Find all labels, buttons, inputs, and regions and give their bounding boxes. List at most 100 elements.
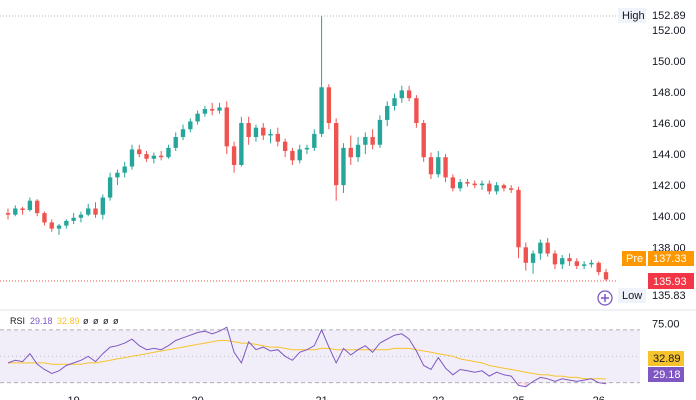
candle-body [567,258,572,262]
candle-body [603,272,609,280]
price-axis: 152.00 150.00 148.00 146.00 144.00 142.00 140.… [652,25,686,254]
candle-body [560,258,565,265]
time-tick-label: 22 [432,395,444,400]
candle-body [144,154,149,159]
last-price-value: 135.93 [653,276,687,288]
candle-body [530,253,536,263]
time-tick-label: 25 [512,395,524,400]
price-tick-label: 144.00 [652,149,686,161]
high-value: 152.89 [652,10,686,22]
rsi-ma-value: 32.89 [653,353,681,365]
candle-body [210,109,215,111]
candle-body [574,261,580,266]
time-tick-label: 20 [191,395,203,400]
candle-body [246,123,251,138]
candle-body [385,105,390,120]
candle-body [581,264,587,266]
candle-body [428,157,434,175]
candle-body [158,155,164,158]
candle-body [275,133,281,142]
price-tick-label: 148.00 [652,87,686,99]
candle-body [538,242,543,254]
time-tick-label: 21 [315,395,327,400]
candle-body [202,109,208,114]
candle-body [173,137,178,148]
rsi-value-label: 29.18 [648,367,684,382]
candle-body [370,137,375,145]
rsi-tick-label: 75.00 [652,318,680,330]
time-axis[interactable]: 19 20 21 22 25 26 [68,395,605,400]
rsi-legend[interactable]: RSI 29.18 32.89 ø ø ø ø [10,316,119,326]
last-price-label: 135.93 [648,273,694,289]
pre-value: 137.33 [653,253,687,265]
rsi-legend-null-1: ø [83,316,89,326]
candle-body [151,155,157,159]
candle-body [523,247,528,263]
candle-body [56,225,62,229]
candle-body [421,123,426,158]
pre-label: Pre 137.33 [622,251,694,266]
rsi-value: 29.18 [653,369,681,381]
candle-body [589,262,594,265]
high-label: High 152.89 [618,8,686,23]
candle-body [180,129,186,138]
candle-body [363,137,368,145]
time-tick-label: 26 [593,395,605,400]
candle-body [414,98,419,124]
candle-body [465,182,470,184]
pre-label-text: Pre [626,253,643,265]
low-value: 135.83 [652,290,686,302]
candle-body [443,157,448,178]
candle-body [224,107,229,147]
candle-body [64,220,69,226]
candle-body [290,150,295,161]
candle-body [42,213,47,223]
rsi-line [7,326,607,388]
candle-body [472,183,477,186]
candle-body [516,189,521,248]
candle-body [494,185,499,192]
candle-body [450,177,456,189]
high-label-text: High [622,10,645,22]
candle-body [333,123,339,186]
rsi-legend-label: RSI [10,316,25,326]
price-tick-label: 140.00 [652,211,686,223]
candle-body [166,147,171,158]
time-tick-label: 19 [68,395,80,400]
candle-body [107,177,113,198]
candles [5,16,609,281]
candle-body [312,133,317,148]
candle-body [406,90,412,99]
candle-body [304,147,310,150]
candle-body [137,149,142,155]
rsi-legend-ma: 32.89 [57,316,80,326]
rsi-oversold-fill [514,382,610,387]
candle-body [115,172,120,178]
candle-body [341,147,346,186]
candle-body [78,214,84,218]
candle-body [545,242,550,254]
candle-body [479,183,485,186]
candle-body [326,87,332,124]
rsi-legend-null-2: ø [93,316,99,326]
candle-body [27,200,33,211]
low-label-text: Low [622,290,642,302]
rsi-legend-value: 29.18 [30,316,53,326]
candle-body [20,208,25,211]
candle-body [129,149,135,167]
candle-body [231,146,237,165]
candle-body [319,87,324,134]
candle-body [399,90,404,99]
low-label: Low 135.83 [618,288,686,303]
plus-circle-icon[interactable] [597,290,613,306]
candle-body [487,183,492,192]
candle-body [71,217,76,221]
price-tick-label: 142.00 [652,180,686,192]
candle-body [392,98,397,106]
candle-body [49,222,54,229]
candle-body [93,208,98,215]
candle-body [34,200,40,214]
candle-body [509,188,514,190]
candle-body [457,182,463,189]
